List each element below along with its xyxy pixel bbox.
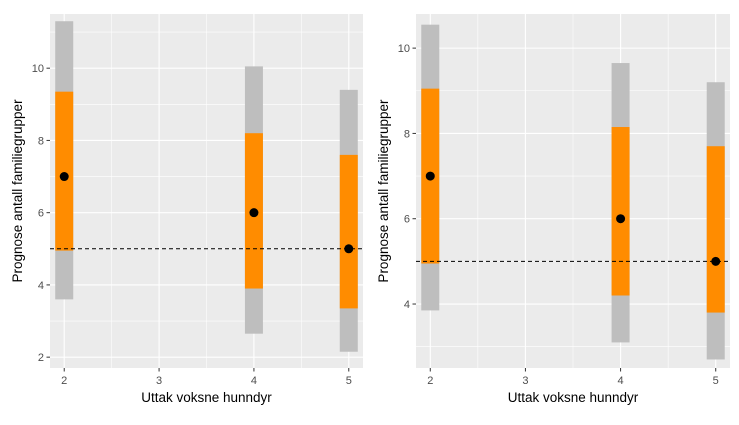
x-axis-title: Uttak voksne hunndyr xyxy=(508,390,639,405)
y-axis-title: Prognose antall familiegrupper xyxy=(10,99,25,283)
y-tick-label: 10 xyxy=(32,63,44,75)
x-tick-label: 2 xyxy=(427,375,433,387)
y-tick-label: 8 xyxy=(38,135,44,147)
inner-interval-bar xyxy=(55,91,74,251)
inner-interval-bar xyxy=(706,146,725,313)
inner-interval-bar xyxy=(339,154,358,309)
y-tick-label: 2 xyxy=(38,352,44,364)
panel-1: 2 3 4 5 2 4 6 8 10 Uttak voksne hunndyr Prognose a… xyxy=(10,14,363,405)
data-point xyxy=(425,171,435,181)
x-axis-title: Uttak voksne hunndyr xyxy=(141,390,272,405)
data-point xyxy=(59,172,69,182)
y-tick-label: 6 xyxy=(404,214,410,226)
inner-interval-bar xyxy=(611,127,630,296)
y-tick-label: 4 xyxy=(404,299,410,311)
data-point xyxy=(344,244,354,254)
x-tick-label: 4 xyxy=(251,375,257,387)
panel-2: 2 3 4 5 4 6 8 10 Uttak voksne hunndyr Prognose an… xyxy=(376,14,730,405)
data-point xyxy=(249,208,259,218)
data-point xyxy=(616,214,626,224)
y-tick-label: 10 xyxy=(398,43,410,55)
x-tick-label: 3 xyxy=(156,375,162,387)
y-axis-title: Prognose antall familiegrupper xyxy=(376,99,391,283)
x-tick-label: 2 xyxy=(61,375,67,387)
x-tick-label: 5 xyxy=(346,375,352,387)
y-tick-label: 8 xyxy=(404,128,410,140)
y-tick-label: 6 xyxy=(38,208,44,220)
x-tick-label: 5 xyxy=(713,375,719,387)
y-tick-label: 4 xyxy=(38,280,44,292)
x-tick-label: 3 xyxy=(522,375,528,387)
data-point xyxy=(711,256,721,266)
x-tick-label: 4 xyxy=(618,375,624,387)
